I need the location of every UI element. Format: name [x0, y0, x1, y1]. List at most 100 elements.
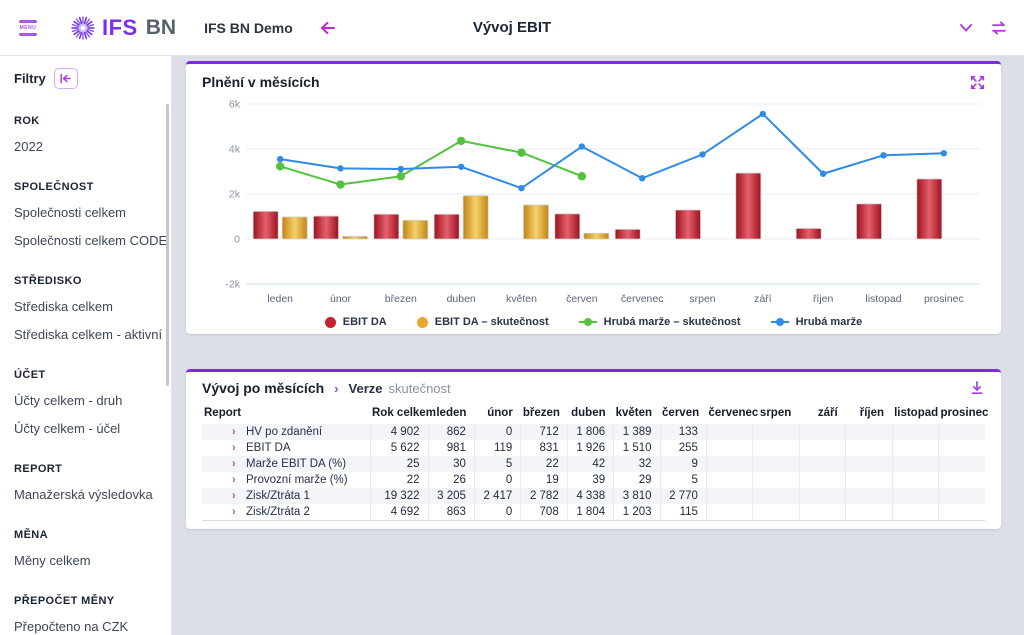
point-hrub-mar-e[interactable] — [457, 163, 465, 170]
y-axis-tick: 6k — [229, 99, 241, 111]
filter-item[interactable]: Manažerská výsledovka — [14, 487, 153, 502]
logo-suffix: BN — [145, 15, 177, 39]
point-hrub-mar-e[interactable] — [518, 184, 525, 192]
row-label[interactable]: › EBIT DA — [232, 442, 291, 454]
filter-item[interactable]: Účty celkem - účel — [14, 421, 121, 436]
expand-row-icon[interactable]: › — [232, 490, 236, 502]
bar-ebit-da-skute-nost[interactable] — [281, 216, 308, 240]
cell-value — [891, 456, 939, 472]
filter-item[interactable]: Společnosti celkem — [14, 205, 126, 220]
point-hrub-mar-e-skute-nost[interactable] — [336, 180, 345, 189]
column-header-report: Report — [204, 407, 242, 419]
menu-button[interactable]: MENU — [16, 19, 40, 36]
x-axis-label: srpen — [689, 293, 715, 305]
version-label: Verze — [348, 380, 383, 396]
monthly-performance-chart[interactable]: 6k 4k 2k 0 -2k leden únor březen duben květen červ… — [202, 92, 985, 314]
filter-item[interactable]: Měny celkem — [14, 553, 91, 568]
bar-ebit-da[interactable] — [795, 228, 822, 240]
y-axis-tick: 4k — [229, 144, 241, 156]
cell-value: 1 804 — [566, 504, 614, 521]
point-hrub-mar-e[interactable] — [759, 110, 767, 118]
collapse-panels-button[interactable] — [958, 22, 974, 34]
legend-item-hrub-mar-e-skute-nost[interactable]: Hrubá marže – skutečnost — [578, 316, 741, 328]
menu-label: MENU — [19, 24, 37, 31]
bar-ebit-da[interactable] — [916, 178, 943, 240]
bar-ebit-da-skute-nost[interactable] — [462, 195, 489, 240]
point-hrub-mar-e-skute-nost[interactable] — [517, 148, 526, 157]
point-hrub-mar-e-skute-nost[interactable] — [456, 136, 466, 146]
cell-value — [752, 456, 800, 472]
cell-value — [798, 504, 846, 521]
filter-section-title: PŘEPOČET MĚNY — [14, 595, 115, 607]
swap-view-button[interactable] — [990, 21, 1008, 35]
legend-label: EBIT DA – skutečnost — [434, 316, 549, 328]
filter-item[interactable]: Přepočteno na CZK — [14, 619, 129, 634]
line-hrub-mar-e-skute-nost[interactable] — [279, 139, 583, 186]
line-hrub-mar-e[interactable] — [280, 112, 944, 190]
cell-value: 115 — [659, 504, 707, 521]
filter-item[interactable]: Střediska celkem - aktivní — [14, 327, 163, 342]
cell-value: 255 — [659, 440, 707, 456]
expand-chart-button[interactable] — [970, 75, 985, 90]
download-table-button[interactable] — [969, 380, 985, 396]
bar-ebit-da[interactable] — [856, 203, 882, 240]
legend-item-ebit-da[interactable]: EBIT DA — [324, 316, 387, 328]
x-axis-label: březen — [385, 293, 417, 305]
legend-item-ebit-da-skute-nost[interactable]: EBIT DA – skutečnost — [416, 316, 549, 328]
point-hrub-mar-e-skute-nost[interactable] — [275, 162, 285, 171]
point-hrub-mar-e[interactable] — [940, 150, 948, 157]
point-hrub-mar-e[interactable] — [819, 170, 827, 177]
sidebar-scrollbar[interactable] — [166, 104, 169, 386]
point-hrub-mar-e[interactable] — [699, 151, 706, 158]
filter-item[interactable]: Společnosti celkem CODE — [14, 233, 168, 248]
main-content: Plnění v měsících 6k 4k 2k 0 -2k leden únor bře… — [172, 56, 1024, 635]
point-hrub-mar-e-skute-nost[interactable] — [396, 172, 406, 181]
filter-section-spole-nost: SPOLEČNOST Společnosti celkem Společnosti … — [14, 181, 171, 249]
expand-row-icon[interactable]: › — [232, 426, 236, 438]
point-hrub-mar-e[interactable] — [397, 165, 405, 173]
expand-row-icon[interactable]: › — [232, 442, 236, 454]
legend-item-hrub-mar-e[interactable]: Hrubá marže — [770, 316, 862, 328]
point-hrub-mar-e[interactable] — [276, 155, 284, 163]
point-hrub-mar-e[interactable] — [880, 152, 887, 159]
bar-ebit-da[interactable] — [614, 228, 641, 240]
bar-ebit-da[interactable] — [433, 213, 460, 240]
column-header: březen — [522, 407, 560, 419]
bar-ebit-da[interactable] — [373, 213, 400, 240]
expand-row-icon[interactable]: › — [232, 458, 236, 470]
bar-ebit-da-skute-nost[interactable] — [402, 219, 429, 240]
row-label[interactable]: › Provozní marže (%) — [232, 474, 348, 486]
cell-value — [705, 424, 753, 440]
bar-ebit-da[interactable] — [735, 172, 762, 240]
bar-ebit-da-skute-nost[interactable] — [523, 204, 549, 240]
bar-ebit-da[interactable] — [313, 215, 339, 240]
point-hrub-mar-e[interactable] — [337, 165, 344, 172]
expand-row-icon[interactable]: › — [232, 506, 236, 518]
row-label[interactable]: › Marže EBIT DA (%) — [232, 458, 347, 470]
cell-value — [705, 504, 753, 521]
bar-ebit-da-skute-nost[interactable] — [342, 235, 368, 240]
cell-value: 22 — [520, 456, 568, 472]
bar-ebit-da[interactable] — [675, 209, 701, 240]
cell-value — [845, 488, 893, 504]
filter-item[interactable]: Účty celkem - druh — [14, 393, 123, 408]
filter-item[interactable]: 2022 — [14, 139, 43, 154]
row-label[interactable]: › Zisk/Ztráta 1 — [232, 490, 310, 502]
bar-ebit-da[interactable] — [554, 213, 581, 240]
point-hrub-mar-e[interactable] — [638, 175, 646, 182]
point-hrub-mar-e[interactable] — [578, 143, 586, 150]
x-axis-label: září — [754, 293, 772, 305]
cell-value: 19 322 — [369, 488, 428, 504]
filters-header: Filtry — [14, 68, 171, 89]
collapse-filters-button[interactable] — [53, 68, 78, 89]
point-hrub-mar-e-skute-nost[interactable] — [577, 172, 587, 181]
expand-row-icon[interactable]: › — [232, 474, 236, 486]
cell-value: 9 — [659, 456, 707, 472]
filter-item[interactable]: Střediska celkem — [14, 299, 113, 314]
bar-ebit-da[interactable] — [252, 210, 279, 240]
bar-ebit-da-skute-nost[interactable] — [583, 232, 610, 240]
back-button[interactable] — [319, 20, 336, 36]
row-label[interactable]: › Zisk/Ztráta 2 — [202, 504, 370, 521]
cell-value — [891, 472, 939, 488]
row-label[interactable]: › HV po zdanění — [232, 426, 323, 438]
